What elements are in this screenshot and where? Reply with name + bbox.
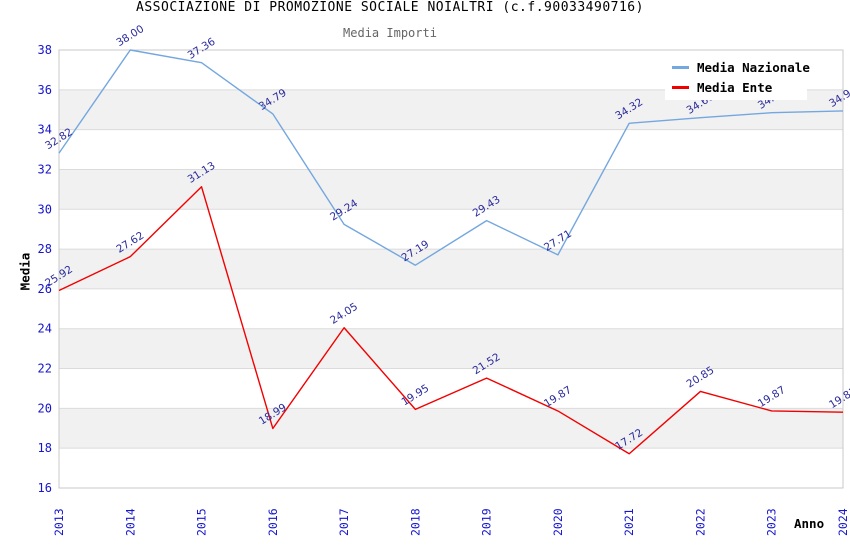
- svg-text:2021: 2021: [622, 508, 636, 536]
- svg-text:2013: 2013: [52, 508, 66, 536]
- svg-text:2015: 2015: [195, 508, 209, 536]
- svg-text:34: 34: [38, 123, 52, 137]
- legend-label: Media Ente: [697, 80, 773, 96]
- svg-text:32: 32: [38, 162, 52, 176]
- svg-text:36: 36: [38, 83, 52, 97]
- legend-label: Media Nazionale: [697, 59, 810, 75]
- svg-text:28: 28: [38, 242, 52, 256]
- svg-text:16: 16: [38, 481, 52, 495]
- series-line-1: [58, 186, 844, 455]
- legend-line-swatch-red-icon: [672, 86, 689, 90]
- svg-text:18: 18: [38, 441, 52, 455]
- chart-legend: Media Nazionale Media Ente: [665, 55, 810, 100]
- svg-text:2023: 2023: [765, 508, 779, 536]
- svg-text:2022: 2022: [693, 508, 707, 536]
- svg-text:2020: 2020: [551, 508, 565, 536]
- series-line-0: [58, 49, 844, 266]
- x-axis-title: Anno: [794, 516, 825, 531]
- svg-text:2018: 2018: [408, 508, 422, 536]
- svg-text:24: 24: [38, 322, 52, 336]
- chart-subtitle: Media Importi: [343, 26, 437, 40]
- svg-text:38: 38: [38, 43, 52, 57]
- chart-title: ASSOCIAZIONE DI PROMOZIONE SOCIALE NOIAL…: [136, 0, 644, 15]
- svg-text:22: 22: [38, 362, 52, 376]
- y-tick-labels: 16 18 20 22 24 26 28 30 32 34 36 38: [38, 43, 52, 495]
- legend-line-swatch-blue-icon: [672, 65, 689, 69]
- legend-item-media-ente: Media Ente: [665, 80, 807, 95]
- x-tick-labels: 2013 2014 2015 2016 2017 2018 2019 2020 2021 2022…: [52, 508, 850, 536]
- svg-text:2014: 2014: [123, 508, 137, 536]
- legend-item-media-nazionale: Media Nazionale: [665, 59, 810, 75]
- svg-text:2024: 2024: [836, 508, 850, 536]
- plot-border: [58, 49, 844, 489]
- plot-bands: [59, 50, 843, 488]
- svg-text:20: 20: [38, 401, 52, 415]
- svg-text:26: 26: [38, 282, 52, 296]
- y-axis-title: Media: [17, 252, 33, 291]
- svg-text:2017: 2017: [337, 508, 351, 536]
- svg-text:2019: 2019: [480, 508, 494, 536]
- svg-text:2016: 2016: [266, 508, 280, 536]
- svg-text:30: 30: [38, 202, 52, 216]
